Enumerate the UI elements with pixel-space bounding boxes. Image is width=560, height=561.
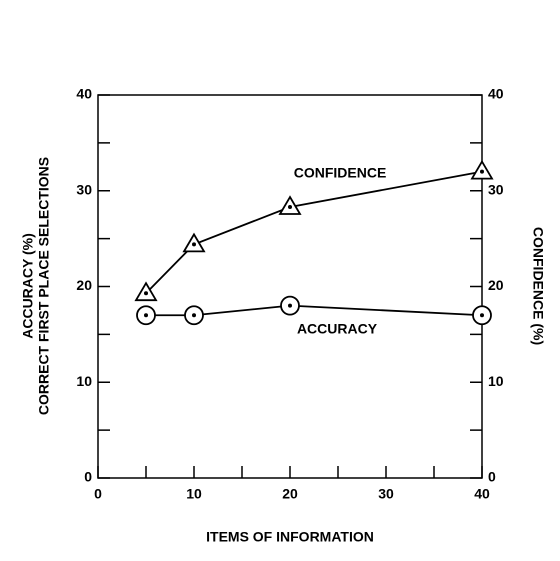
x-tick-label: 0	[94, 486, 102, 502]
y-tick-label: 10	[76, 373, 92, 389]
y-axis-label: ACCURACY (%)	[20, 233, 36, 339]
marker-dot	[288, 303, 292, 308]
y2-tick-label: 40	[488, 86, 504, 102]
y2-tick-label: 0	[488, 469, 496, 485]
marker-dot	[144, 313, 148, 318]
marker-dot	[480, 169, 484, 174]
x-tick-label: 10	[186, 486, 202, 502]
x-tick-label: 30	[378, 486, 394, 502]
x-tick-label: 20	[282, 486, 298, 502]
y-tick-label: 0	[84, 469, 92, 485]
marker-dot	[288, 205, 292, 210]
y2-tick-label: 20	[488, 277, 504, 293]
y-tick-label: 20	[76, 277, 92, 293]
y-tick-label: 30	[76, 181, 92, 197]
marker-dot	[192, 242, 196, 247]
series-line	[145, 170, 483, 294]
y2-axis-label: CONFIDENCE (%)	[530, 227, 546, 345]
marker-dot	[144, 291, 148, 296]
x-axis-label: ITEMS OF INFORMATION	[206, 529, 374, 545]
y2-tick-label: 10	[488, 373, 504, 389]
marker-dot	[480, 313, 484, 318]
x-tick-label: 40	[474, 486, 490, 502]
annotation: CONFIDENCE	[294, 165, 387, 181]
series-line	[146, 304, 483, 317]
y-axis-label: CORRECT FIRST PLACE SELECTIONS	[36, 157, 52, 415]
y-tick-label: 40	[76, 86, 92, 102]
plot-frame	[97, 94, 483, 479]
y2-tick-label: 30	[488, 181, 504, 197]
annotation: ACCURACY	[297, 321, 378, 337]
marker-dot	[192, 313, 196, 318]
